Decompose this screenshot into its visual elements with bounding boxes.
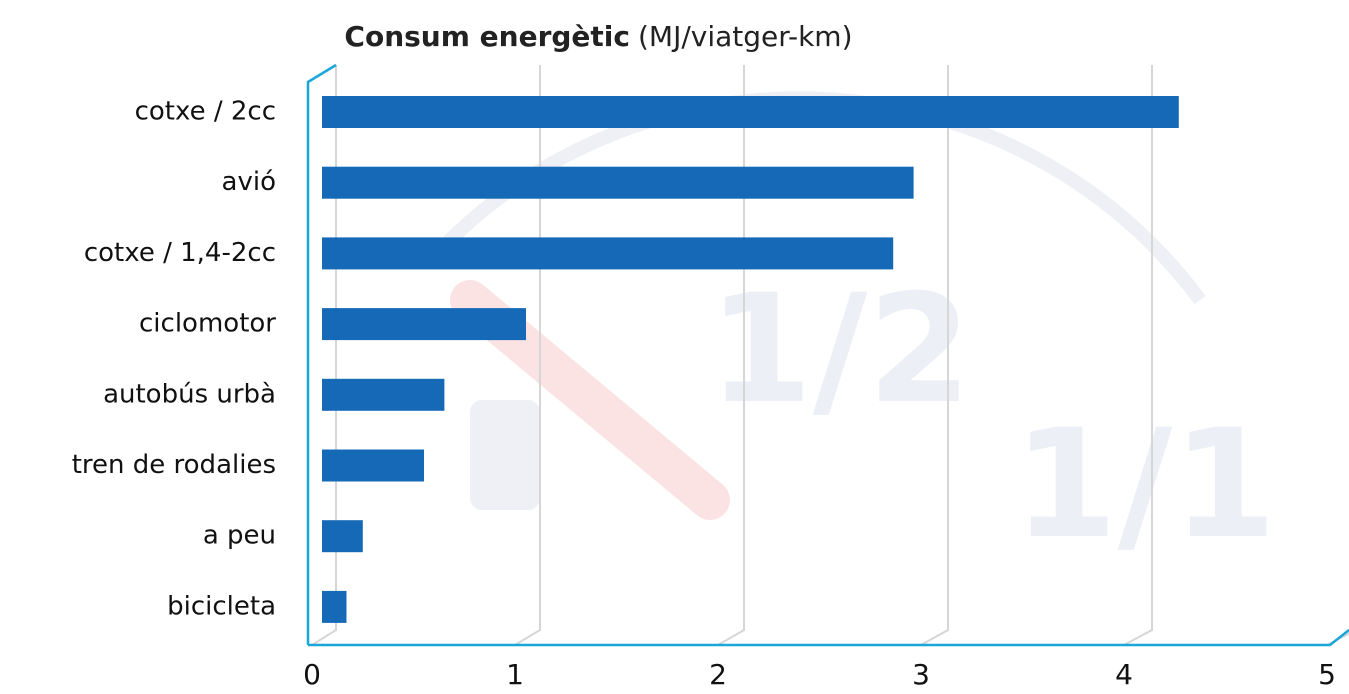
chart-title: Consum energètic: [344, 20, 630, 53]
bar: [322, 449, 424, 482]
y-tick-label: ciclomotor: [139, 309, 276, 339]
x-tick-label: 3: [912, 658, 930, 691]
y-tick-label: cotxe / 2cc: [135, 97, 276, 127]
x-tick-label: 2: [709, 658, 727, 691]
y-tick-label: bicicleta: [167, 591, 276, 621]
grid-line: [1123, 65, 1153, 646]
bar: [322, 166, 914, 199]
bar: [322, 96, 1179, 128]
y-tick-label: cotxe / 1,4-2cc: [84, 238, 276, 268]
grid-line: [311, 65, 337, 646]
bar: [322, 378, 445, 411]
x-tick-label: 5: [1318, 658, 1336, 691]
grid-line: [1326, 632, 1349, 646]
watermark-label: 1/1: [1013, 398, 1277, 572]
bar: [322, 308, 526, 341]
x-tick-label: 4: [1115, 658, 1133, 691]
fuel-icon: [470, 400, 540, 510]
y-tick-label: autobús urbà: [103, 379, 276, 409]
chart-unit: (MJ/viatger-km): [638, 20, 853, 53]
x-axis: [308, 629, 1349, 647]
bar: [322, 520, 363, 553]
x-tick-label: 1: [506, 658, 524, 691]
y-tick-label: a peu: [203, 521, 276, 551]
bar: [322, 237, 894, 270]
x-tick-label: 0: [303, 658, 321, 691]
y-tick-label: tren de rodalies: [72, 450, 276, 480]
bar: [322, 590, 347, 623]
watermark-label: 1/2: [708, 263, 972, 437]
y-axis: [306, 63, 337, 645]
y-tick-label: avió: [222, 167, 276, 197]
grid-line: [920, 65, 949, 646]
